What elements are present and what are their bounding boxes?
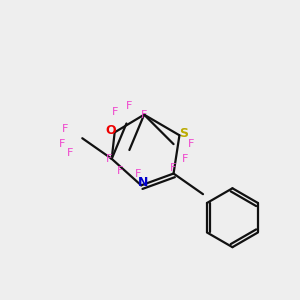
Text: S: S bbox=[179, 127, 188, 140]
Text: F: F bbox=[141, 110, 147, 120]
Text: F: F bbox=[117, 166, 124, 176]
Text: F: F bbox=[67, 148, 74, 158]
Text: F: F bbox=[106, 154, 112, 164]
Text: F: F bbox=[61, 124, 68, 134]
Text: F: F bbox=[188, 139, 194, 149]
Text: N: N bbox=[137, 176, 148, 190]
Text: F: F bbox=[170, 163, 177, 173]
Text: F: F bbox=[135, 169, 141, 178]
Text: F: F bbox=[182, 154, 188, 164]
Text: F: F bbox=[126, 101, 133, 111]
Text: F: F bbox=[58, 139, 65, 149]
Text: F: F bbox=[112, 107, 118, 117]
Text: O: O bbox=[106, 124, 116, 137]
